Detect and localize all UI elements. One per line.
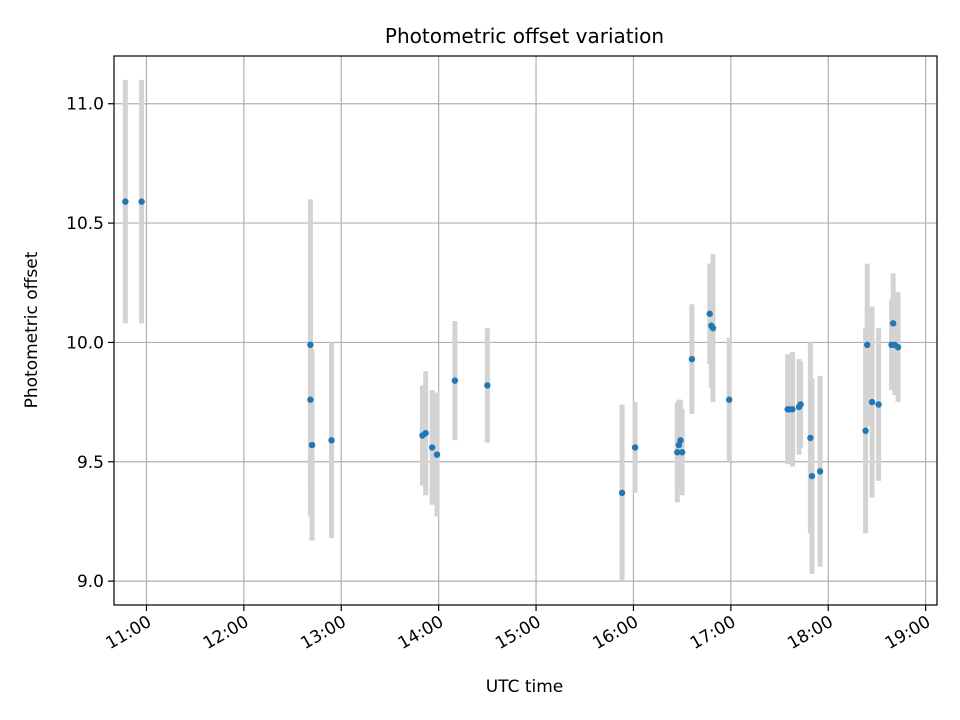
data-point	[797, 401, 804, 408]
plot-frame	[113, 55, 938, 606]
data-points	[122, 198, 902, 497]
data-point	[422, 429, 429, 437]
data-point	[726, 396, 733, 403]
data-point	[889, 320, 897, 327]
data-point	[451, 377, 459, 384]
y-axis-label: Photometric offset	[22, 251, 42, 408]
chart-title: Photometric offset variation	[385, 24, 664, 48]
data-point	[484, 382, 491, 389]
data-point	[894, 344, 902, 351]
data-point	[428, 444, 436, 451]
data-point	[307, 396, 314, 403]
data-point	[709, 324, 717, 332]
data-point	[706, 310, 713, 317]
data-point	[618, 489, 626, 497]
data-point	[688, 355, 696, 363]
data-point	[868, 398, 876, 406]
y-tick-label: 11.0	[66, 95, 104, 115]
y-tick-label: 9.5	[77, 453, 104, 473]
y-tick-label: 10.0	[66, 333, 104, 353]
data-point	[863, 341, 871, 349]
y-tick-label: 9.0	[77, 572, 104, 592]
x-axis-label: UTC time	[486, 677, 564, 697]
data-point	[307, 341, 314, 349]
gridlines	[114, 56, 937, 605]
data-point	[308, 441, 316, 449]
data-point	[433, 451, 441, 458]
data-point	[862, 427, 869, 434]
data-point	[677, 437, 684, 444]
y-tick-label: 10.5	[66, 214, 104, 234]
data-point	[808, 472, 816, 480]
data-point	[138, 198, 145, 205]
y-axis-ticks: 9.0 9.5 10.0 10.5 11.0	[66, 95, 114, 592]
data-point	[789, 406, 796, 413]
data-point	[875, 401, 882, 408]
data-point	[816, 468, 824, 475]
data-point	[678, 449, 686, 456]
data-point	[122, 198, 129, 205]
data-point	[807, 434, 814, 442]
data-point	[328, 437, 335, 444]
data-point	[674, 449, 681, 456]
data-point	[631, 444, 639, 451]
